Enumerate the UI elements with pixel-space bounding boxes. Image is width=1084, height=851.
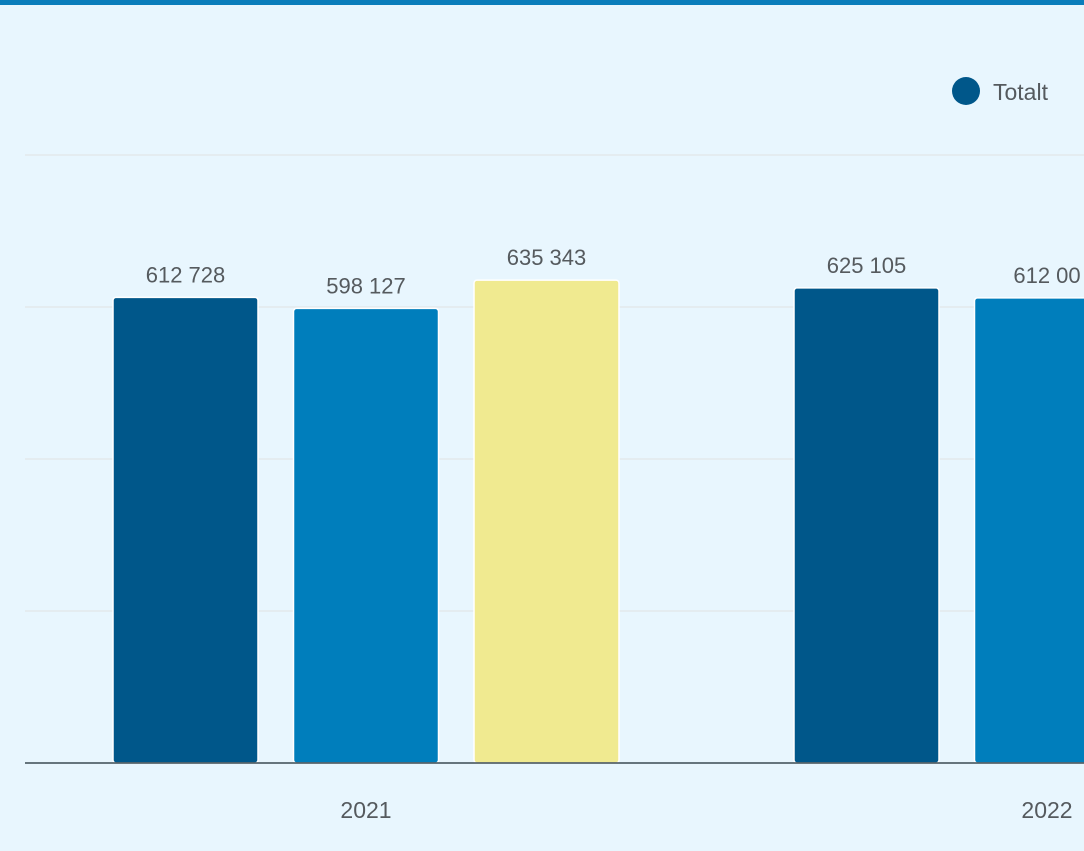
bar-2022-1[interactable] <box>793 287 940 764</box>
bar-2021-2[interactable] <box>292 307 440 764</box>
data-label: 625 105 <box>827 253 907 278</box>
data-labels: 612 728 598 127 635 343 625 105 612 00 <box>146 245 1081 298</box>
legend-label[interactable]: Totalt <box>993 79 1049 105</box>
data-label: 635 343 <box>507 245 587 270</box>
bar-2022-2[interactable] <box>973 297 1084 764</box>
bars <box>112 279 1084 764</box>
legend[interactable]: Totalt <box>952 77 1049 105</box>
x-tick-label: 2021 <box>340 797 391 823</box>
top-accent-bar <box>0 0 1084 5</box>
data-label: 612 00 <box>1013 263 1080 288</box>
legend-swatch[interactable] <box>952 77 980 105</box>
bar-2021-1[interactable] <box>112 296 259 764</box>
bar-2021-3[interactable] <box>473 279 620 764</box>
x-axis-ticks: 2021 2022 <box>340 797 1072 823</box>
x-tick-label: 2022 <box>1021 797 1072 823</box>
data-label: 598 127 <box>326 273 406 298</box>
data-label: 612 728 <box>146 262 226 287</box>
